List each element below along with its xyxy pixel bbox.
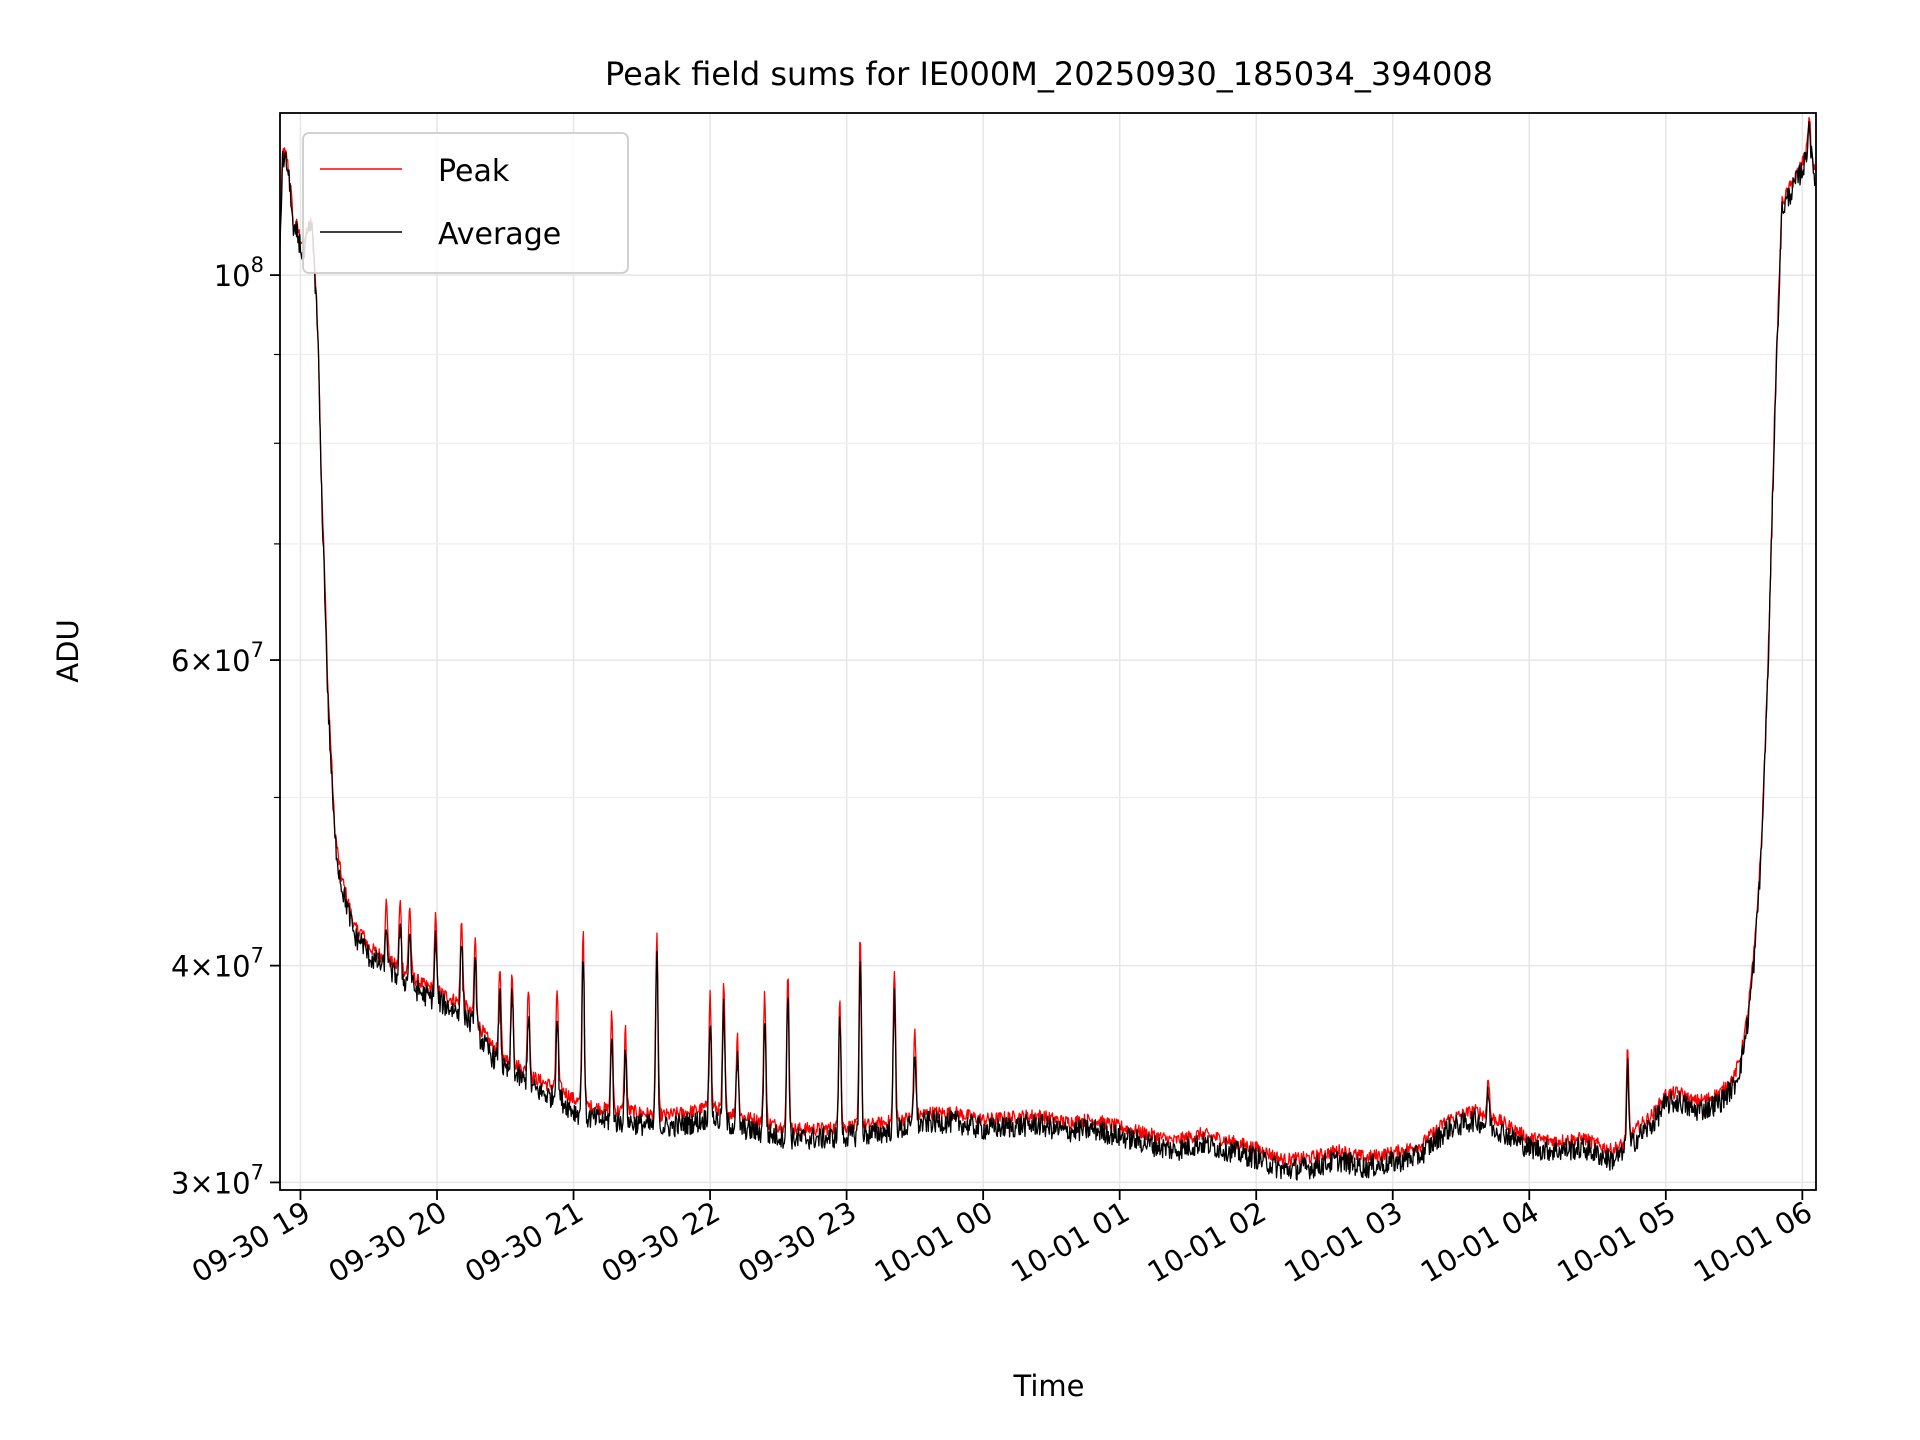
- y-tick-label: 108: [214, 253, 264, 293]
- y-axis-label: ADU: [51, 619, 85, 682]
- x-axis-label: Time: [1013, 1369, 1085, 1403]
- average-series-line: [280, 121, 1816, 1181]
- y-tick-label: 3×107: [171, 1160, 264, 1200]
- legend-frame: [302, 132, 629, 274]
- legend-average-label: Average: [438, 217, 561, 252]
- plot-frame: [279, 112, 1817, 1191]
- legend: Peak Average: [302, 132, 629, 274]
- chart-title: Peak field sums for IE000M_20250930_1850…: [605, 55, 1493, 93]
- legend-peak-label: Peak: [438, 154, 510, 189]
- y-tick-label: 4×107: [171, 944, 264, 984]
- y-axis: 3×107 4×107 6×107 108: [171, 253, 280, 1200]
- grid-lines: [280, 113, 1816, 1190]
- plot-clip-group: [280, 117, 1816, 1181]
- y-tick-label: 6×107: [171, 638, 264, 678]
